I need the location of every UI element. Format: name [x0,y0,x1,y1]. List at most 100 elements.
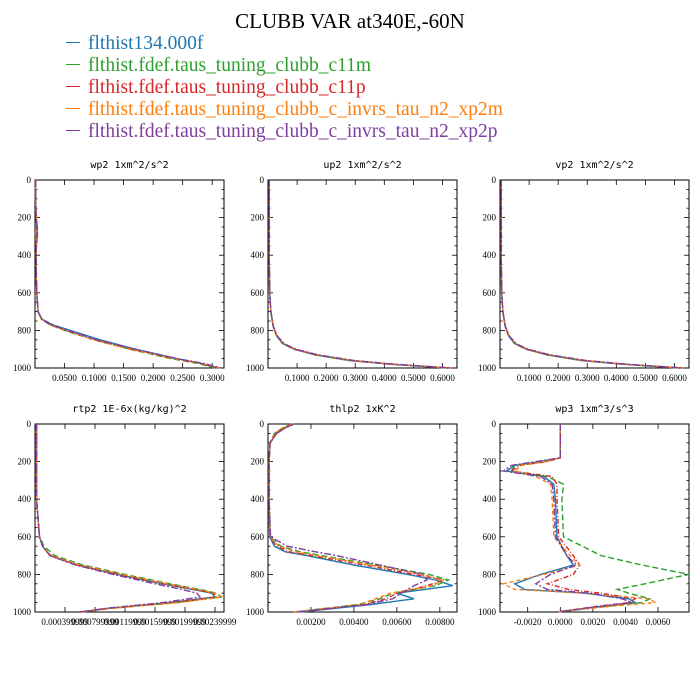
legend-swatch [66,108,80,110]
x-tick-label: 0.0000 [548,617,573,627]
y-tick-label: 1000 [246,363,265,373]
series-line-4 [500,180,684,369]
x-tick-label: 0.00159999 [134,617,177,627]
series-line-1 [500,180,681,369]
panel-2: up2 1xm^2/s^2 0 200 400 600 800 1000 0.1000 0.20… [246,160,458,383]
x-tick-label: 0.00119999 [104,617,147,627]
series-line-2 [35,424,223,613]
x-tick-label: 0.1000 [285,373,310,383]
y-tick-label: 0 [260,419,265,429]
series-line-5 [268,180,452,369]
x-tick-label: 0.00200 [296,617,326,627]
x-tick-label: 0.0060 [646,617,671,627]
x-tick-label: 0.000399999 [41,617,89,627]
x-tick-label: 0.2500 [170,373,195,383]
x-tick-label: 0.3000 [343,373,368,383]
x-tick-label: 0.4000 [604,373,629,383]
y-tick-label: 400 [483,494,497,504]
x-tick-label: 0.00800 [425,617,455,627]
x-tick-label: 0.3000 [200,373,225,383]
y-tick-label: 200 [483,213,497,223]
x-tick-label: 0.6000 [662,373,687,383]
series-line-4 [268,423,444,613]
x-tick-label: -0.0020 [514,617,542,627]
series-line-4 [34,180,222,369]
y-tick-label: 800 [18,569,32,579]
y-tick-label: 1000 [478,607,497,617]
x-tick-label: 0.4000 [372,373,397,383]
series-line-4 [268,180,452,369]
legend-swatch [66,64,80,66]
x-tick-label: 0.00239999 [194,617,237,627]
legend-label: flthist134.000f [88,33,204,54]
x-tick-label: 0.5000 [401,373,426,383]
y-tick-label: 200 [251,457,265,467]
x-tick-label: 0.1000 [82,373,107,383]
y-tick-label: 800 [251,325,265,335]
legend-swatch [66,42,80,44]
series-line-2 [34,180,216,369]
legend-swatch [66,86,80,88]
x-tick-label: 0.5000 [633,373,658,383]
panel-4: rtp2 1E-6x(kg/kg)^2 0 200 400 600 800 1000 0.00… [13,404,237,627]
plot-frame [267,423,458,613]
series-line-3 [500,180,682,369]
x-tick-label: 0.2000 [141,373,166,383]
plot-frame [499,423,690,613]
y-tick-label: 1000 [13,363,32,373]
x-tick-label: 0.00400 [339,617,369,627]
legend-entry: flthist.fdef.taus_tuning_clubb_c11p [66,77,503,99]
y-tick-label: 600 [483,532,497,542]
y-tick-label: 200 [251,213,265,223]
series-line-5 [35,424,202,613]
legend-entry: flthist.fdef.taus_tuning_clubb_c_invrs_t… [66,99,503,121]
y-tick-label: 0 [492,175,497,185]
y-tick-label: 600 [483,288,497,298]
y-tick-label: 600 [18,288,32,298]
x-tick-label: 0.00600 [382,617,412,627]
y-tick-label: 1000 [246,607,265,617]
y-tick-label: 1000 [13,607,32,617]
y-tick-label: 600 [251,288,265,298]
legend-entry: flthist.fdef.taus_tuning_clubb_c11m [66,55,503,77]
series-line-3 [34,180,219,369]
series-line-2 [510,424,690,613]
y-tick-label: 800 [483,325,497,335]
panel-5: thlp2 1xK^2 0 200 400 600 800 1000 0.00200 0.004… [246,404,458,627]
y-tick-label: 400 [18,494,32,504]
panel-title: thlp2 1xK^2 [329,404,395,415]
x-tick-label: 0.3000 [575,373,600,383]
x-tick-label: 0.2000 [314,373,339,383]
y-tick-label: 800 [483,569,497,579]
x-tick-label: 0.000799999 [71,617,119,627]
legend-label: flthist.fdef.taus_tuning_clubb_c11p [88,77,366,98]
y-tick-label: 0 [27,419,32,429]
legend-entry: flthist134.000f [66,33,503,55]
panel-6: wp3 1xm^3/s^3 0 200 400 600 800 1000 -0.0020 0.0… [478,404,690,627]
plot-frame [34,179,225,369]
x-tick-label: 0.0040 [613,617,638,627]
series-line-1 [504,424,638,613]
y-tick-label: 400 [251,494,265,504]
plot-frame [267,179,458,369]
chart-title: CLUBB VAR at340E,-60N [235,9,465,33]
x-tick-label: 0.0020 [580,617,605,627]
series-line-5 [268,423,428,613]
series-line-5 [501,424,633,613]
series-line-1 [35,424,217,613]
y-tick-label: 200 [18,457,32,467]
y-tick-label: 0 [492,419,497,429]
legend-label: flthist.fdef.taus_tuning_clubb_c11m [88,55,372,76]
y-tick-label: 400 [483,250,497,260]
x-tick-label: 0.0500 [52,373,77,383]
x-tick-label: 0.6000 [430,373,455,383]
series-line-1 [34,180,219,369]
legend: flthist134.000f flthist.fdef.taus_tuning_… [66,33,503,143]
y-tick-label: 400 [18,250,32,260]
y-tick-label: 200 [483,457,497,467]
legend-label: flthist.fdef.taus_tuning_clubb_c_invrs_t… [88,121,498,142]
series-line-5 [34,180,222,369]
y-tick-label: 200 [18,213,32,223]
series-line-4 [501,424,657,613]
series-line-2 [268,423,451,613]
